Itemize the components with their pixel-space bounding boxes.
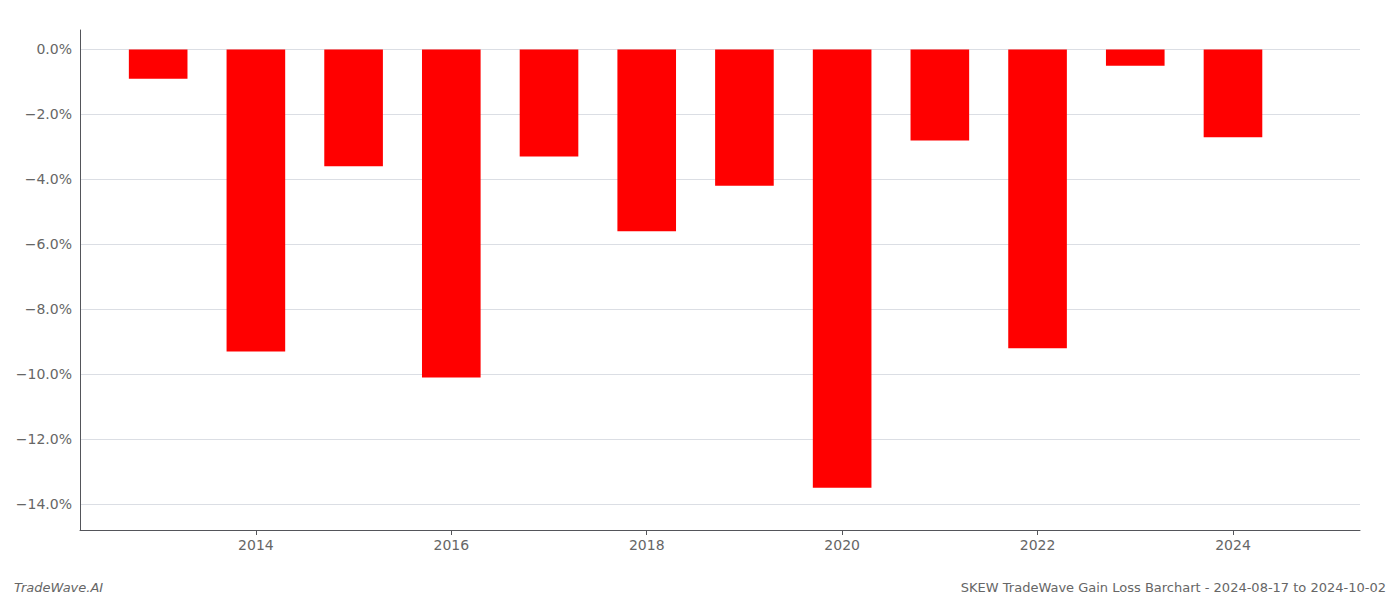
- svg-text:−4.0%: −4.0%: [25, 171, 72, 187]
- svg-text:−14.0%: −14.0%: [16, 496, 72, 512]
- svg-text:SKEW TradeWave Gain Loss Barch: SKEW TradeWave Gain Loss Barchart - 2024…: [961, 580, 1386, 595]
- svg-text:0.0%: 0.0%: [36, 41, 72, 57]
- svg-text:TradeWave.AI: TradeWave.AI: [14, 580, 103, 595]
- svg-text:−10.0%: −10.0%: [16, 366, 72, 382]
- svg-text:−6.0%: −6.0%: [25, 236, 72, 252]
- svg-text:−12.0%: −12.0%: [16, 431, 72, 447]
- svg-text:−2.0%: −2.0%: [25, 106, 72, 122]
- svg-text:2020: 2020: [824, 537, 860, 553]
- svg-text:2024: 2024: [1215, 537, 1251, 553]
- svg-text:−8.0%: −8.0%: [25, 301, 72, 317]
- svg-text:2022: 2022: [1020, 537, 1056, 553]
- svg-text:2014: 2014: [238, 537, 274, 553]
- svg-text:2018: 2018: [629, 537, 665, 553]
- svg-text:2016: 2016: [433, 537, 469, 553]
